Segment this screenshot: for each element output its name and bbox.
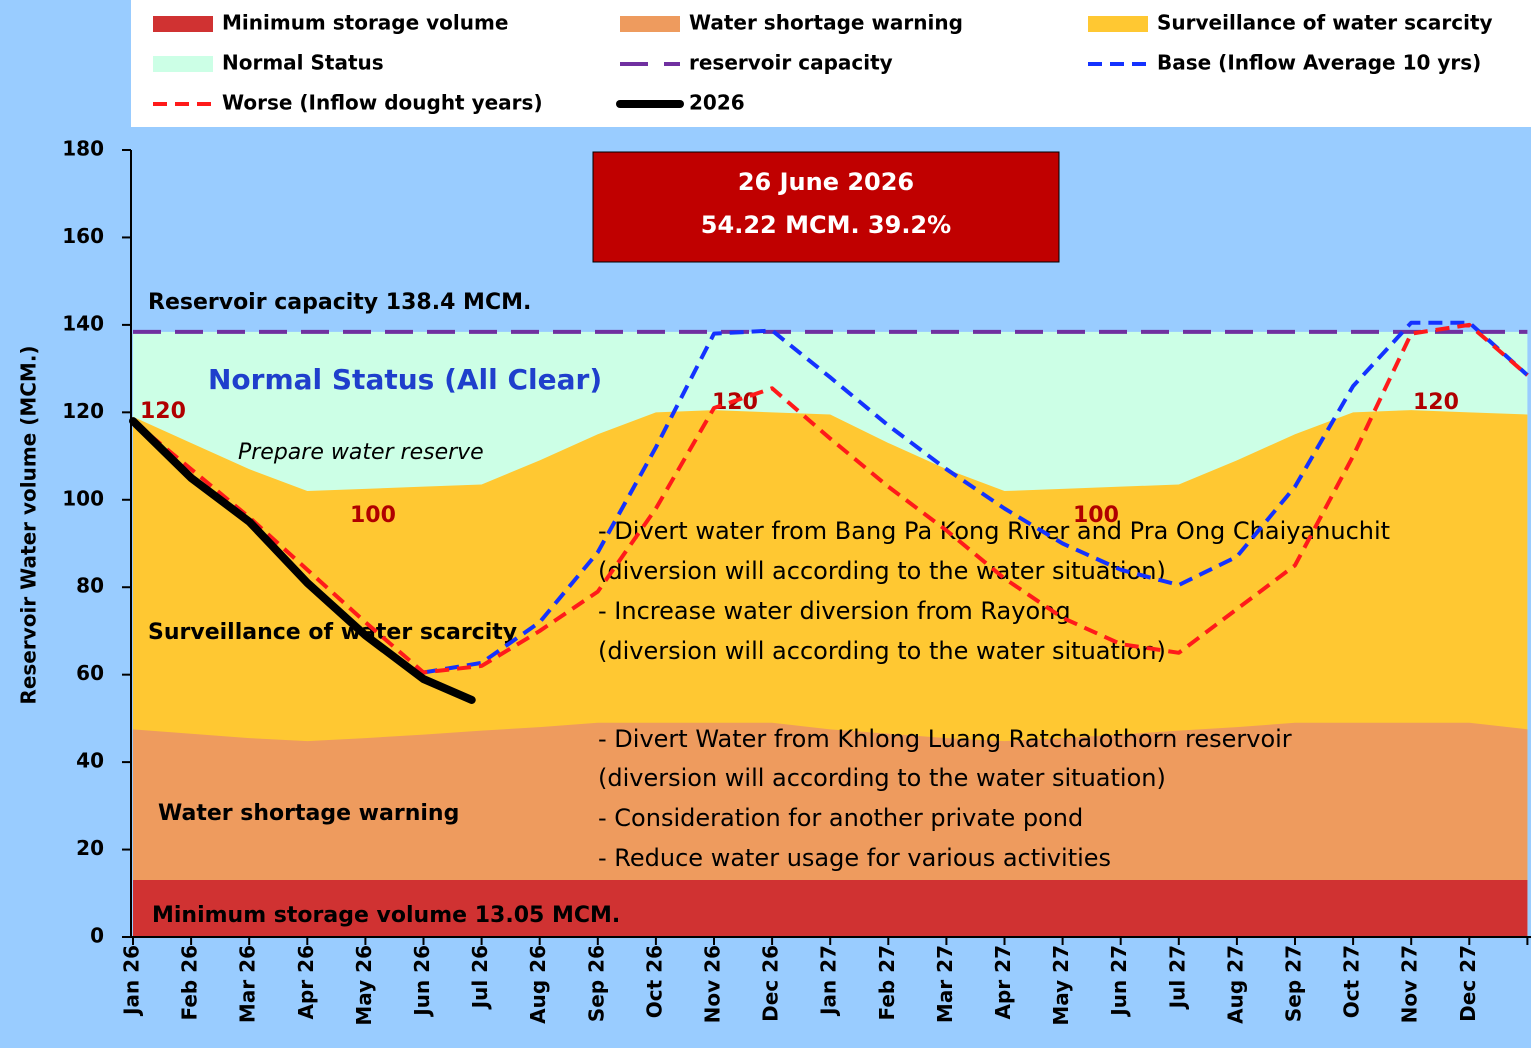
- annotation: Water shortage warning: [158, 801, 459, 826]
- annotation: 54.22 MCM. 39.2%: [701, 211, 951, 239]
- legend-swatch: [153, 16, 213, 32]
- line: [423, 320, 1529, 675]
- legend-label: Normal Status: [222, 51, 384, 75]
- x-tick-label: Mar 26: [236, 945, 260, 1023]
- annotation: - Divert water from Bang Pa Kong River a…: [598, 517, 1390, 545]
- x-tick-label: Jun 27: [1107, 945, 1131, 1018]
- annotation: - Increase water diversion from Rayong: [598, 597, 1071, 625]
- legend-label: Water shortage warning: [689, 11, 963, 35]
- x-tick-label: Jan 27: [817, 945, 841, 1017]
- x-tick-label: Jan 26: [120, 945, 144, 1017]
- legend-box: [131, 0, 1531, 127]
- y-tick-label: 20: [76, 836, 104, 860]
- x-tick-label: Dec 27: [1456, 945, 1480, 1022]
- y-tick-label: 40: [76, 749, 104, 773]
- annotation: Reservoir capacity 138.4 MCM.: [148, 290, 531, 315]
- x-tick-label: Oct 26: [642, 945, 666, 1018]
- y-tick-label: 100: [62, 486, 104, 510]
- x-tick-label: Jul 26: [468, 945, 492, 1010]
- area: [133, 879, 1528, 937]
- annotation: Prepare water reserve: [238, 440, 484, 465]
- x-tick-label: Jun 26: [410, 945, 434, 1018]
- x-tick-label: Nov 27: [1398, 945, 1422, 1023]
- x-tick-label: Sep 27: [1282, 945, 1306, 1022]
- y-tick-label: 180: [62, 137, 104, 161]
- y-tick-label: 160: [62, 224, 104, 248]
- annotation: 120: [140, 399, 186, 424]
- annotation: 100: [350, 503, 396, 528]
- y-tick-label: 60: [76, 661, 104, 685]
- x-tick-label: Oct 27: [1340, 945, 1364, 1018]
- x-tick-label: Sep 26: [584, 945, 608, 1022]
- annotation: Normal Status (All Clear): [208, 363, 602, 396]
- x-tick-label: Jul 27: [1165, 945, 1189, 1010]
- legend-swatch: [620, 16, 680, 32]
- line: [129, 417, 476, 704]
- legend-label: Surveillance of water scarcity: [1157, 11, 1493, 35]
- x-tick-label: Mar 27: [933, 945, 957, 1023]
- y-tick-label: 140: [62, 311, 104, 335]
- x-tick-label: Dec 26: [759, 945, 783, 1022]
- y-tick-label: 80: [76, 574, 104, 598]
- legend-swatch: [153, 56, 213, 72]
- x-tick-label: May 26: [352, 945, 376, 1026]
- y-axis-title: Reservoir Water volume (MCM.): [17, 345, 41, 704]
- x-tick-label: Aug 27: [1223, 945, 1247, 1024]
- annotation: (diversion will according to the water s…: [598, 557, 1166, 585]
- y-tick-label: 120: [62, 399, 104, 423]
- annotation: (diversion will according to the water s…: [598, 637, 1166, 665]
- annotation: Minimum storage volume 13.05 MCM.: [152, 903, 620, 928]
- annotation: - Consideration for another private pond: [598, 804, 1083, 832]
- legend-label: Minimum storage volume: [222, 11, 508, 35]
- x-tick-label: Apr 26: [294, 945, 318, 1019]
- annotation: - Divert Water from Khlong Luang Ratchal…: [598, 725, 1292, 753]
- annotation: - Reduce water usage for various activit…: [598, 844, 1111, 872]
- y-tick-label: 0: [90, 924, 104, 948]
- annotation: 26 June 2026: [738, 168, 914, 196]
- legend-label: Base (Inflow Average 10 yrs): [1157, 51, 1481, 75]
- legend-label: 2026: [689, 91, 745, 115]
- x-tick-label: May 27: [1049, 945, 1073, 1026]
- x-tick-label: Feb 26: [178, 945, 202, 1021]
- legend-swatch: [1088, 16, 1148, 32]
- x-tick-label: Apr 27: [991, 945, 1015, 1019]
- x-tick-label: Nov 26: [701, 945, 725, 1023]
- annotation: (diversion will according to the water s…: [598, 764, 1166, 792]
- callout-box: [592, 151, 1060, 263]
- x-tick-label: Feb 27: [875, 945, 899, 1021]
- plot-area: 26 June 2026 54.22 MCM. 39.2% Reservoir ca…: [129, 151, 1529, 938]
- legend-label: reservoir capacity: [689, 51, 893, 75]
- legend-label: Worse (Inflow dought years): [222, 91, 543, 115]
- annotation: 100: [1073, 503, 1119, 528]
- line: [131, 322, 1529, 675]
- annotation: Surveillance of water scarcity: [148, 620, 517, 645]
- annotation: 120: [1413, 390, 1459, 415]
- x-tick-label: Aug 26: [526, 945, 550, 1024]
